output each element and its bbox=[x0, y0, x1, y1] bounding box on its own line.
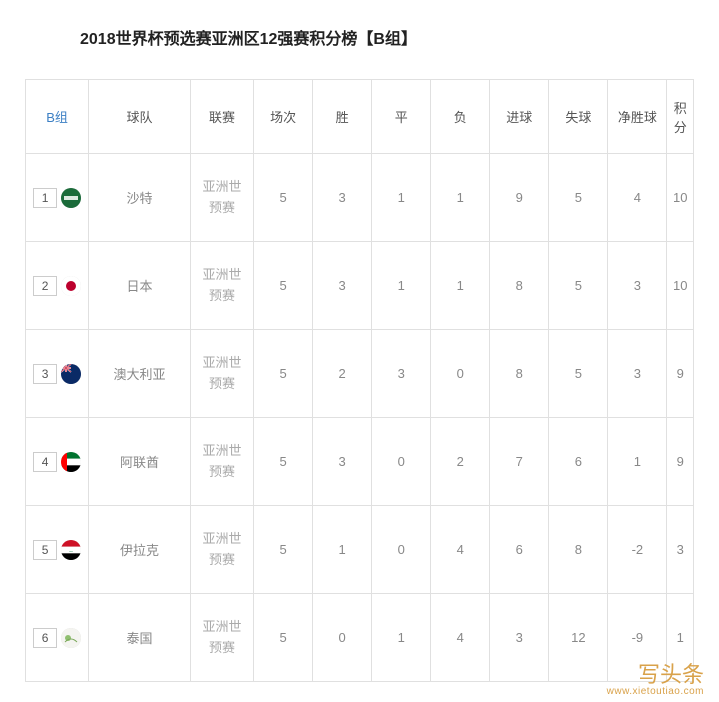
header-ga: 失球 bbox=[549, 80, 608, 154]
rank-cell: 6 bbox=[26, 594, 89, 682]
cell-pts: 9 bbox=[667, 418, 694, 506]
cell-draw: 3 bbox=[372, 330, 431, 418]
header-team: 球队 bbox=[89, 80, 191, 154]
standings-table: B组 球队 联赛 场次 胜 平 负 进球 失球 净胜球 积分 1沙特亚洲世预赛5… bbox=[25, 79, 694, 682]
rank-cell: 1 bbox=[26, 154, 89, 242]
cell-win: 1 bbox=[313, 506, 372, 594]
rank-number: 2 bbox=[33, 276, 57, 296]
cell-win: 3 bbox=[313, 418, 372, 506]
cell-gd: 3 bbox=[608, 330, 667, 418]
cell-pts: 10 bbox=[667, 154, 694, 242]
cell-gf: 9 bbox=[490, 154, 549, 242]
team-name: 澳大利亚 bbox=[89, 330, 191, 418]
cell-loss: 0 bbox=[431, 330, 490, 418]
team-name: 阿联酋 bbox=[89, 418, 191, 506]
cell-gd: 3 bbox=[608, 242, 667, 330]
cell-loss: 2 bbox=[431, 418, 490, 506]
cell-draw: 0 bbox=[372, 418, 431, 506]
cell-ga: 12 bbox=[549, 594, 608, 682]
flag-icon bbox=[61, 364, 81, 384]
cell-gf: 8 bbox=[490, 242, 549, 330]
flag-icon: ـــ bbox=[61, 540, 81, 560]
league-cell: 亚洲世预赛 bbox=[190, 506, 253, 594]
rank-number: 5 bbox=[33, 540, 57, 560]
header-pts: 积分 bbox=[667, 80, 694, 154]
table-row: 2日本亚洲世预赛531185310 bbox=[26, 242, 694, 330]
cell-ga: 8 bbox=[549, 506, 608, 594]
cell-loss: 1 bbox=[431, 242, 490, 330]
header-loss: 负 bbox=[431, 80, 490, 154]
cell-ga: 6 bbox=[549, 418, 608, 506]
cell-pts: 10 bbox=[667, 242, 694, 330]
cell-loss: 4 bbox=[431, 594, 490, 682]
league-cell: 亚洲世预赛 bbox=[190, 242, 253, 330]
team-name: 沙特 bbox=[89, 154, 191, 242]
flag-icon bbox=[61, 276, 81, 296]
header-league: 联赛 bbox=[190, 80, 253, 154]
cell-gf: 8 bbox=[490, 330, 549, 418]
cell-gd: 1 bbox=[608, 418, 667, 506]
cell-gd: 4 bbox=[608, 154, 667, 242]
header-win: 胜 bbox=[313, 80, 372, 154]
header-played: 场次 bbox=[254, 80, 313, 154]
team-name: 泰国 bbox=[89, 594, 191, 682]
cell-draw: 1 bbox=[372, 242, 431, 330]
cell-played: 5 bbox=[254, 330, 313, 418]
table-row: 1沙特亚洲世预赛531195410 bbox=[26, 154, 694, 242]
table-header-row: B组 球队 联赛 场次 胜 平 负 进球 失球 净胜球 积分 bbox=[26, 80, 694, 154]
cell-gf: 6 bbox=[490, 506, 549, 594]
rank-cell: 3 bbox=[26, 330, 89, 418]
rank-number: 4 bbox=[33, 452, 57, 472]
cell-pts: 9 bbox=[667, 330, 694, 418]
cell-draw: 1 bbox=[372, 594, 431, 682]
table-row: 3澳大利亚亚洲世预赛52308539 bbox=[26, 330, 694, 418]
table-row: 6泰国亚洲世预赛5014312-91 bbox=[26, 594, 694, 682]
cell-pts: 1 bbox=[667, 594, 694, 682]
cell-win: 3 bbox=[313, 154, 372, 242]
league-cell: 亚洲世预赛 bbox=[190, 594, 253, 682]
cell-win: 3 bbox=[313, 242, 372, 330]
cell-loss: 1 bbox=[431, 154, 490, 242]
header-group: B组 bbox=[26, 80, 89, 154]
cell-played: 5 bbox=[254, 242, 313, 330]
cell-loss: 4 bbox=[431, 506, 490, 594]
team-name: 伊拉克 bbox=[89, 506, 191, 594]
cell-gd: -2 bbox=[608, 506, 667, 594]
rank-number: 1 bbox=[33, 188, 57, 208]
cell-played: 5 bbox=[254, 418, 313, 506]
flag-icon bbox=[61, 628, 81, 648]
rank-number: 6 bbox=[33, 628, 57, 648]
header-gf: 进球 bbox=[490, 80, 549, 154]
cell-ga: 5 bbox=[549, 330, 608, 418]
table-row: 5ـــ伊拉克亚洲世预赛510468-23 bbox=[26, 506, 694, 594]
rank-number: 3 bbox=[33, 364, 57, 384]
cell-ga: 5 bbox=[549, 242, 608, 330]
rank-cell: 5ـــ bbox=[26, 506, 89, 594]
cell-gd: -9 bbox=[608, 594, 667, 682]
cell-win: 0 bbox=[313, 594, 372, 682]
cell-gf: 3 bbox=[490, 594, 549, 682]
cell-win: 2 bbox=[313, 330, 372, 418]
page-title: 2018世界杯预选赛亚洲区12强赛积分榜【B组】 bbox=[80, 25, 694, 49]
cell-draw: 0 bbox=[372, 506, 431, 594]
cell-played: 5 bbox=[254, 594, 313, 682]
cell-ga: 5 bbox=[549, 154, 608, 242]
league-cell: 亚洲世预赛 bbox=[190, 154, 253, 242]
cell-played: 5 bbox=[254, 154, 313, 242]
cell-played: 5 bbox=[254, 506, 313, 594]
team-name: 日本 bbox=[89, 242, 191, 330]
league-cell: 亚洲世预赛 bbox=[190, 330, 253, 418]
header-draw: 平 bbox=[372, 80, 431, 154]
rank-cell: 2 bbox=[26, 242, 89, 330]
flag-icon bbox=[61, 452, 81, 472]
cell-draw: 1 bbox=[372, 154, 431, 242]
table-row: 4 阿联酋亚洲世预赛53027619 bbox=[26, 418, 694, 506]
flag-icon bbox=[61, 188, 81, 208]
cell-pts: 3 bbox=[667, 506, 694, 594]
cell-gf: 7 bbox=[490, 418, 549, 506]
watermark-url: www.xietoutiao.com bbox=[607, 686, 704, 697]
rank-cell: 4 bbox=[26, 418, 89, 506]
league-cell: 亚洲世预赛 bbox=[190, 418, 253, 506]
header-gd: 净胜球 bbox=[608, 80, 667, 154]
